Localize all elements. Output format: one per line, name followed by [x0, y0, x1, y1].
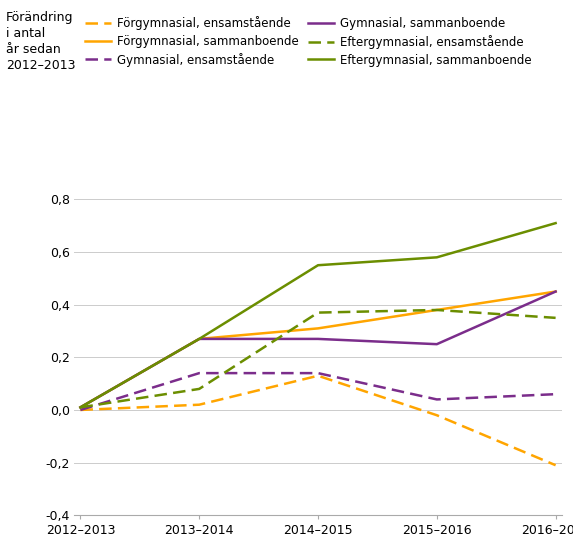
Eftergymnasial, sammanboende [315, 262, 321, 269]
Förgymnasial, sammanboende [433, 307, 440, 314]
Line: Gymnasial, ensamstående: Gymnasial, ensamstående [80, 373, 556, 410]
Legend: Förgymnasial, ensamstående, Förgymnasial, sammanboende, Gymnasial, ensamstående,: Förgymnasial, ensamstående, Förgymnasial… [80, 12, 536, 71]
Text: Förändring
i antal
år sedan
2012–2013: Förändring i antal år sedan 2012–2013 [6, 11, 75, 72]
Eftergymnasial, ensamstående [433, 307, 440, 314]
Gymnasial, sammanboende [196, 336, 203, 342]
Gymnasial, sammanboende [552, 288, 559, 295]
Förgymnasial, ensamstående [433, 412, 440, 419]
Gymnasial, ensamstående [315, 370, 321, 377]
Eftergymnasial, sammanboende [552, 220, 559, 227]
Gymnasial, sammanboende [433, 341, 440, 347]
Eftergymnasial, sammanboende [196, 336, 203, 342]
Gymnasial, ensamstående [433, 396, 440, 403]
Förgymnasial, ensamstående [315, 372, 321, 379]
Gymnasial, sammanboende [315, 336, 321, 342]
Gymnasial, ensamstående [196, 370, 203, 377]
Förgymnasial, ensamstående [196, 401, 203, 408]
Förgymnasial, sammanboende [77, 404, 84, 411]
Gymnasial, ensamstående [77, 407, 84, 413]
Line: Förgymnasial, sammanboende: Förgymnasial, sammanboende [80, 291, 556, 407]
Line: Eftergymnasial, sammanboende: Eftergymnasial, sammanboende [80, 223, 556, 407]
Förgymnasial, sammanboende [196, 336, 203, 342]
Gymnasial, sammanboende [77, 404, 84, 411]
Förgymnasial, ensamstående [552, 462, 559, 469]
Line: Eftergymnasial, ensamstående: Eftergymnasial, ensamstående [80, 310, 556, 407]
Eftergymnasial, ensamstående [196, 386, 203, 392]
Eftergymnasial, sammanboende [433, 254, 440, 261]
Eftergymnasial, ensamstående [315, 309, 321, 316]
Eftergymnasial, sammanboende [77, 404, 84, 411]
Line: Förgymnasial, ensamstående: Förgymnasial, ensamstående [80, 376, 556, 465]
Eftergymnasial, ensamstående [552, 315, 559, 321]
Line: Gymnasial, sammanboende: Gymnasial, sammanboende [80, 291, 556, 407]
Förgymnasial, sammanboende [552, 288, 559, 295]
Förgymnasial, ensamstående [77, 407, 84, 413]
Gymnasial, ensamstående [552, 391, 559, 398]
Förgymnasial, sammanboende [315, 325, 321, 332]
Eftergymnasial, ensamstående [77, 404, 84, 411]
